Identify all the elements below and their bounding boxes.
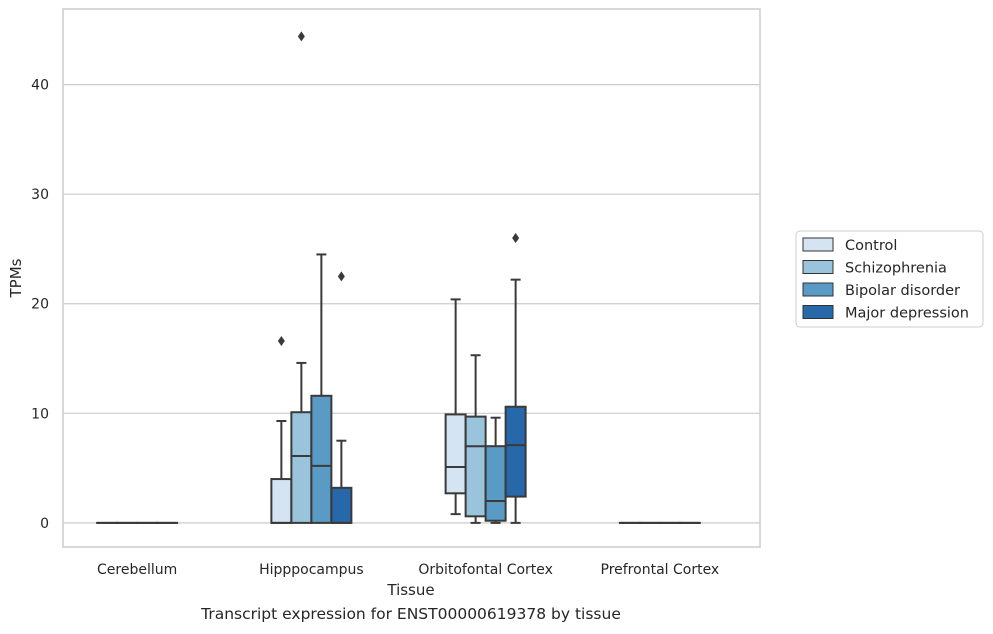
legend-label: Bipolar disorder — [845, 283, 960, 299]
figure-caption: Transcript expression for ENST0000061937… — [201, 605, 621, 623]
outlier-point — [277, 336, 285, 347]
legend-swatch — [802, 282, 834, 297]
x-tick-label: Orbitofontal Cortex — [418, 562, 553, 578]
legend-frame — [795, 230, 984, 328]
box-group — [330, 271, 353, 524]
box — [444, 413, 467, 495]
outlier-point — [297, 31, 305, 42]
box — [290, 411, 313, 524]
x-tick-label: Prefrontal Cortex — [601, 562, 720, 578]
boxes-layer — [96, 31, 701, 524]
y-tick-label: 0 — [40, 516, 49, 532]
legend: Control Schizophrenia Bipolar disorder Majo… — [795, 230, 984, 328]
y-tick-label: 30 — [31, 187, 49, 203]
box-group — [310, 253, 333, 524]
box-group — [504, 233, 527, 524]
box — [270, 478, 293, 524]
plot-area — [62, 8, 761, 548]
legend-label: Schizophrenia — [845, 261, 947, 277]
outlier-point — [337, 271, 345, 282]
box — [504, 405, 527, 498]
y-tick-labels: 0 10 20 30 40 — [31, 78, 49, 532]
x-axis-label: Tissue — [386, 581, 434, 599]
y-tick-label: 20 — [31, 297, 49, 313]
box — [464, 415, 487, 518]
y-tick-label: 40 — [31, 78, 49, 94]
legend-label: Control — [845, 238, 897, 254]
legend-swatch — [802, 237, 834, 252]
box — [310, 394, 333, 524]
y-tick-label: 10 — [31, 406, 49, 422]
x-tick-labels: Cerebellum Hipppocampus Orbitofontal Corte… — [97, 562, 719, 578]
box-group — [464, 354, 487, 524]
legend-swatch — [802, 260, 834, 274]
legend-swatch — [802, 305, 834, 319]
box — [330, 486, 353, 524]
x-tick-label: Hipppocampus — [259, 562, 364, 578]
box-group — [290, 31, 313, 524]
box-group — [270, 336, 293, 524]
x-tick-label: Cerebellum — [97, 562, 177, 578]
y-axis-label: TPMs — [7, 258, 25, 298]
outlier-point — [512, 233, 520, 244]
box — [484, 445, 507, 522]
legend-label: Major depression — [845, 306, 969, 322]
